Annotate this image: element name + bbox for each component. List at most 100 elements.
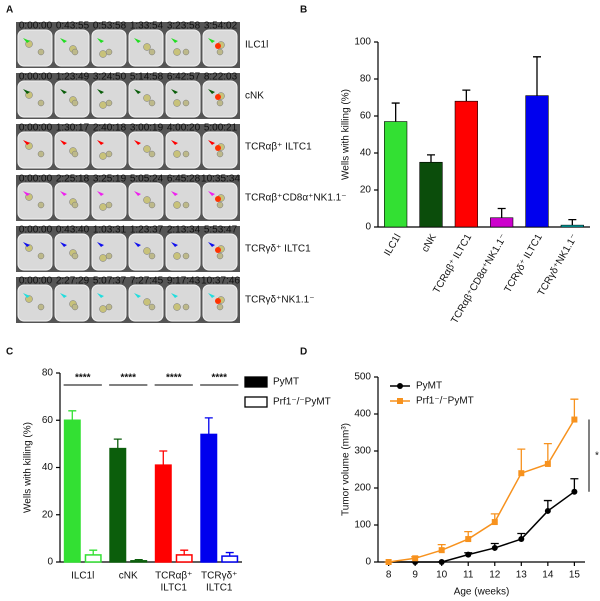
marker — [544, 507, 551, 514]
arrowhead — [23, 140, 30, 145]
marker — [571, 488, 578, 495]
well-image — [17, 182, 53, 220]
cell — [71, 252, 79, 260]
error-bar — [570, 398, 579, 420]
bar — [454, 100, 478, 228]
cell — [143, 298, 151, 306]
well-image — [91, 131, 127, 169]
bar — [200, 433, 218, 563]
legend-marker — [397, 398, 403, 404]
arrowhead — [134, 191, 141, 196]
cell — [143, 43, 151, 51]
cell — [105, 303, 113, 311]
y-axis-label: Wells with killing (%) — [23, 422, 34, 513]
arrowhead — [208, 293, 215, 298]
arrowhead — [208, 191, 215, 196]
marker — [412, 555, 419, 562]
cell — [37, 303, 45, 311]
cell — [71, 303, 79, 311]
y-tick-label: 0 — [365, 557, 371, 568]
well-image — [91, 182, 127, 220]
series-line — [388, 491, 575, 563]
timestamp: 0:00:00 — [19, 225, 53, 236]
timestamp: 1:03:31 — [93, 225, 127, 236]
timestamp: 3:24:50 — [93, 72, 127, 83]
error-bar — [568, 218, 577, 226]
cell — [173, 150, 181, 158]
error-bar — [159, 450, 168, 466]
marker — [438, 559, 445, 565]
cell — [173, 99, 181, 107]
cell — [105, 48, 113, 56]
y-tick-label: 400 — [354, 409, 371, 420]
timestamp: 8:22:03 — [204, 72, 238, 83]
timestamp: 0:00:00 — [19, 123, 53, 134]
cell — [99, 152, 107, 160]
x-tick-label: cNK — [420, 232, 439, 254]
timestamp: 0:43:55 — [56, 21, 90, 32]
timestamp: 0:53:58 — [93, 21, 127, 32]
bar — [490, 217, 514, 228]
error-bar — [462, 89, 471, 102]
cell — [105, 252, 113, 260]
cell — [143, 94, 151, 102]
x-axis-label: Age (weeks) — [454, 587, 510, 598]
cell — [182, 99, 190, 107]
error-bar — [113, 438, 122, 449]
well-image — [17, 233, 53, 271]
cell — [143, 145, 151, 153]
dead-cell — [215, 145, 221, 151]
well-image — [91, 29, 127, 67]
cell — [182, 201, 190, 209]
x-tick-label: 12 — [489, 570, 501, 581]
cell — [99, 254, 107, 262]
timestamp: 3:00:19 — [130, 123, 164, 134]
timestamp: 9:17:43 — [167, 276, 201, 287]
x-tick-label: ILTC1 — [206, 583, 233, 594]
x-tick-label: TCRγδ⁺ — [201, 571, 237, 582]
legend-label: Prf1⁻/⁻PyMT — [416, 396, 474, 407]
x-tick-label: 11 — [463, 570, 474, 581]
well-image — [17, 284, 53, 322]
arrowhead — [23, 38, 30, 43]
row-label: cNK — [245, 91, 264, 102]
y-tick-label: 0 — [365, 222, 371, 233]
cell — [71, 201, 79, 209]
cell — [182, 48, 190, 56]
row-label: ILC1l — [245, 40, 268, 51]
bar — [175, 554, 193, 563]
x-tick-label: TCRγδ⁺ ILTC1 — [503, 232, 546, 295]
error-bar — [391, 102, 400, 122]
arrowhead — [97, 191, 104, 196]
cell — [99, 101, 107, 109]
arrowhead — [134, 140, 141, 145]
significance: **** — [75, 373, 91, 384]
y-axis-label: Tumor volume (mm³) — [341, 423, 352, 516]
arrowhead — [208, 89, 215, 94]
arrowhead — [97, 140, 104, 145]
y-tick-label: 60 — [42, 415, 54, 426]
x-tick-label: 13 — [516, 570, 528, 581]
timestamp: 1:23:37 — [130, 225, 164, 236]
significance: **** — [166, 373, 182, 384]
well-image — [91, 80, 127, 118]
timestamp: 5:07:37 — [93, 276, 127, 287]
arrowhead — [171, 38, 178, 43]
arrowhead — [60, 242, 67, 247]
cell — [148, 201, 156, 209]
arrowhead — [134, 89, 141, 94]
error-bar — [204, 417, 213, 435]
bar — [154, 464, 172, 563]
error-bar — [89, 549, 98, 555]
legend-swatch — [244, 376, 268, 388]
dead-cell — [215, 298, 221, 304]
panel-label: A — [6, 5, 13, 16]
marker — [518, 536, 525, 543]
timestamp: 3:54:02 — [204, 21, 238, 32]
x-tick-label: 8 — [386, 570, 392, 581]
arrowhead — [60, 140, 67, 145]
bar — [525, 95, 549, 228]
legend-label: PyMT — [416, 381, 442, 392]
y-tick-label: 300 — [354, 446, 371, 457]
bar — [63, 419, 81, 563]
